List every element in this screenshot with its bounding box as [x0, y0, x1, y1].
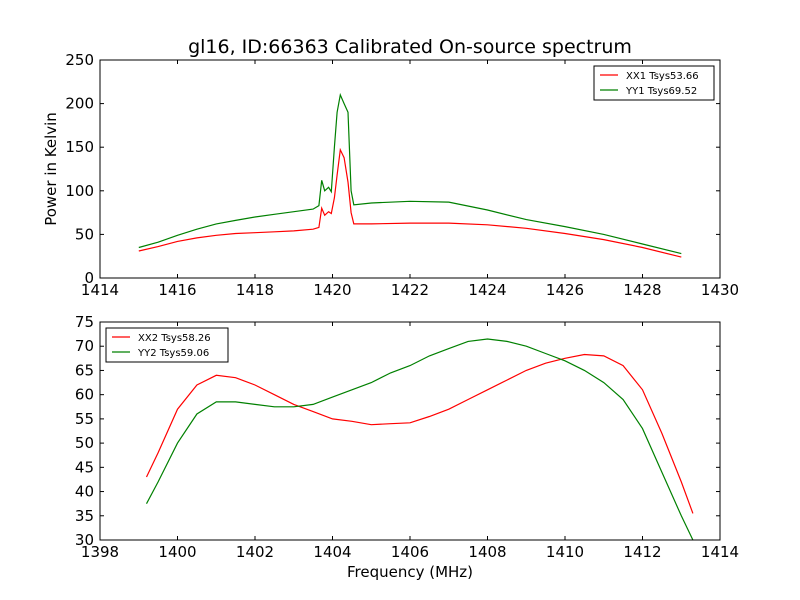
series-line-2 — [138, 92, 682, 255]
legend-label: XX2 Tsys58.26 — [138, 333, 211, 344]
x-tick-label: 1422 — [391, 281, 429, 299]
y-tick-label: 40 — [75, 483, 94, 501]
x-tick-label: 1416 — [158, 281, 196, 299]
x-tick-label: 1424 — [468, 281, 506, 299]
legend-box — [105, 327, 229, 363]
x-tick-label: 1414 — [701, 543, 739, 561]
y-tick-label: 70 — [75, 337, 94, 355]
x-tick-label: 1402 — [236, 543, 274, 561]
figure-title: gl16, ID:66363 Calibrated On-source spec… — [188, 36, 632, 58]
series-line-2 — [145, 338, 694, 541]
y-tick-label: 60 — [75, 386, 94, 404]
y-tick-label: 150 — [65, 138, 94, 156]
legend-label: XX1 Tsys53.66 — [626, 71, 699, 82]
x-tick-label: 1410 — [546, 543, 584, 561]
x-tick-label: 1430 — [701, 281, 739, 299]
series-line-1 — [138, 147, 682, 258]
y-tick-label: 35 — [75, 507, 94, 525]
y-tick-label: 0 — [84, 269, 94, 287]
legend-label: YY1 Tsys69.52 — [625, 86, 697, 97]
legend-box — [593, 65, 715, 101]
y-tick-label: 75 — [75, 313, 94, 331]
series-line-1 — [145, 353, 694, 514]
y-tick-label: 250 — [65, 51, 94, 69]
x-tick-label: 1406 — [391, 543, 429, 561]
x-tick-label: 1418 — [236, 281, 274, 299]
x-tick-label: 1408 — [468, 543, 506, 561]
legend-label: YY2 Tsys59.06 — [137, 348, 209, 359]
x-tick-label: 1412 — [623, 543, 661, 561]
x-tick-label: 1426 — [546, 281, 584, 299]
y-tick-label: 65 — [75, 361, 94, 379]
x-tick-label: 1400 — [158, 543, 196, 561]
x-tick-label: 1404 — [313, 543, 351, 561]
x-tick-label: 1428 — [623, 281, 661, 299]
lower-plot-xlabel: Frequency (MHz) — [347, 563, 473, 581]
y-tick-label: 50 — [75, 434, 94, 452]
x-tick-label: 1414 — [81, 281, 119, 299]
upper-plot-ylabel: Power in Kelvin — [42, 112, 60, 226]
y-tick-label: 200 — [65, 95, 94, 113]
lower-plot: 1398 1400 1402 1404 1406 1408 1410 1412 1414 30 35… — [75, 313, 739, 561]
x-tick-label: 1420 — [313, 281, 351, 299]
y-tick-label: 55 — [75, 410, 94, 428]
y-tick-label: 100 — [65, 182, 94, 200]
y-tick-label: 30 — [75, 531, 94, 549]
x-tick-label: 1398 — [81, 543, 119, 561]
upper-plot: 1414 1416 1418 1420 1422 1424 1426 1428 1430 0 50 1… — [65, 51, 739, 299]
y-tick-label: 45 — [75, 458, 94, 476]
y-tick-label: 50 — [75, 225, 94, 243]
